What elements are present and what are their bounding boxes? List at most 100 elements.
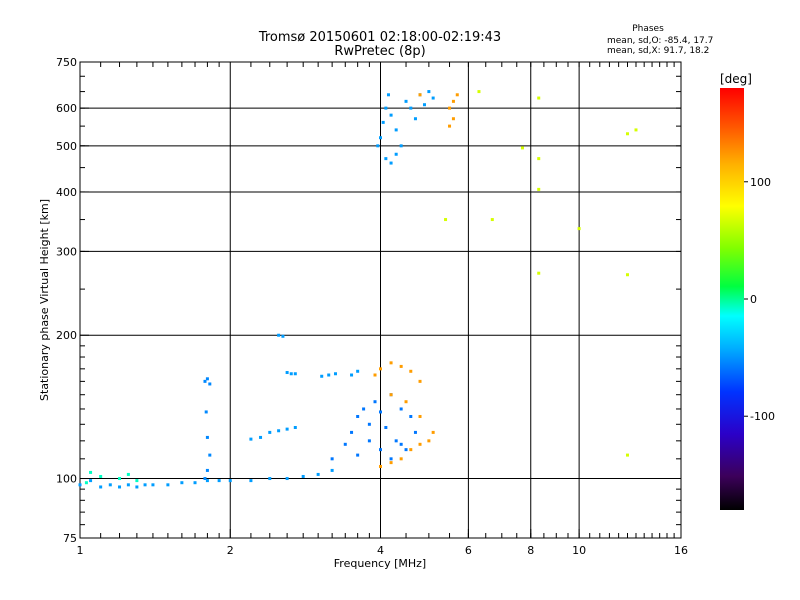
- data-point: [320, 374, 324, 378]
- x-tick-label: 16: [674, 544, 688, 557]
- data-point: [477, 90, 481, 94]
- data-point: [143, 483, 147, 487]
- data-point: [389, 113, 393, 117]
- data-point: [118, 485, 122, 489]
- data-point: [277, 333, 281, 337]
- data-point: [208, 453, 212, 457]
- data-points: [78, 90, 638, 489]
- data-point: [126, 483, 130, 487]
- data-point: [249, 437, 253, 441]
- data-point: [268, 430, 272, 434]
- data-point: [208, 382, 212, 386]
- data-point: [418, 93, 422, 97]
- data-point: [350, 373, 354, 377]
- stats-line-x: mean, sd,X: 91.7, 18.2: [607, 46, 709, 56]
- data-point: [193, 481, 197, 485]
- data-point: [281, 334, 285, 338]
- data-point: [418, 442, 422, 446]
- data-point: [203, 477, 207, 481]
- data-point: [451, 99, 455, 103]
- data-point: [316, 472, 320, 476]
- data-point: [99, 485, 103, 489]
- data-point: [379, 464, 382, 468]
- y-axis-ticks: 75 100 200 300 400 500 600 750: [56, 56, 89, 545]
- data-point: [205, 377, 209, 381]
- data-point: [451, 117, 455, 121]
- data-point: [205, 468, 209, 472]
- data-point: [520, 146, 524, 150]
- data-point: [379, 410, 382, 414]
- data-point: [204, 410, 208, 414]
- data-point: [386, 93, 390, 97]
- data-point: [285, 371, 289, 375]
- y-tick-label: 200: [56, 329, 77, 342]
- data-point: [379, 136, 382, 140]
- data-point: [151, 483, 155, 487]
- data-point: [379, 367, 382, 371]
- data-point: [448, 124, 452, 128]
- stats-line-o: mean, sd,O: -85.4, 17.7: [607, 36, 713, 46]
- data-point: [389, 457, 393, 461]
- data-point: [333, 372, 337, 376]
- data-point: [356, 453, 360, 457]
- data-point: [381, 120, 385, 124]
- data-point: [293, 425, 297, 429]
- colorbar-label: [deg]: [720, 72, 752, 86]
- data-point: [399, 457, 403, 461]
- data-point: [205, 435, 209, 439]
- data-point: [205, 479, 209, 483]
- data-point: [379, 448, 382, 452]
- x-tick-label: 8: [527, 544, 534, 557]
- data-point: [404, 400, 408, 404]
- data-point: [166, 483, 170, 487]
- data-point: [625, 453, 629, 457]
- colorbar-ticks: 100 0 -100: [744, 176, 775, 423]
- chart-title: Tromsø 20150601 02:18:00-02:19:43: [258, 30, 501, 45]
- data-point: [389, 161, 393, 165]
- data-point: [373, 373, 377, 377]
- data-point: [389, 393, 393, 397]
- data-point: [431, 430, 435, 434]
- y-tick-label: 75: [63, 532, 77, 545]
- data-point: [413, 117, 417, 121]
- data-point: [367, 439, 371, 443]
- data-point: [384, 425, 388, 429]
- data-point: [409, 448, 413, 452]
- data-point: [537, 271, 541, 275]
- data-point: [89, 470, 93, 474]
- data-point: [327, 373, 331, 377]
- data-point: [343, 442, 347, 446]
- x-tick-label: 1: [77, 544, 84, 557]
- y-tick-label: 400: [56, 186, 77, 199]
- y-axis-label: Stationary phase Virtual Height [km]: [38, 199, 51, 401]
- data-point: [89, 479, 93, 483]
- x-tick-label: 6: [465, 544, 472, 557]
- data-point: [362, 407, 366, 411]
- data-point: [409, 369, 413, 373]
- data-point: [399, 364, 403, 368]
- data-point: [625, 273, 629, 277]
- data-point: [634, 128, 638, 132]
- data-point: [108, 483, 112, 487]
- data-point: [180, 481, 184, 485]
- data-point: [84, 481, 88, 485]
- data-point: [259, 435, 263, 439]
- data-point: [301, 474, 305, 478]
- data-point: [373, 400, 377, 404]
- x-tick-label: 2: [227, 544, 234, 557]
- chart-subtitle: RwPretec (8p): [334, 44, 425, 59]
- colorbar-tick-label: 100: [750, 176, 771, 189]
- data-point: [350, 430, 354, 434]
- data-point: [394, 152, 398, 156]
- data-point: [203, 379, 207, 383]
- data-point: [78, 483, 82, 487]
- data-point: [135, 479, 139, 483]
- data-point: [577, 227, 581, 231]
- data-point: [289, 372, 293, 376]
- colorbar-tick-label: 0: [750, 293, 757, 306]
- data-point: [394, 439, 398, 443]
- colorbar: [720, 88, 744, 510]
- colorbar-tick-label: -100: [750, 410, 775, 423]
- data-point: [444, 218, 448, 222]
- x-axis-label: Frequency [MHz]: [334, 557, 426, 570]
